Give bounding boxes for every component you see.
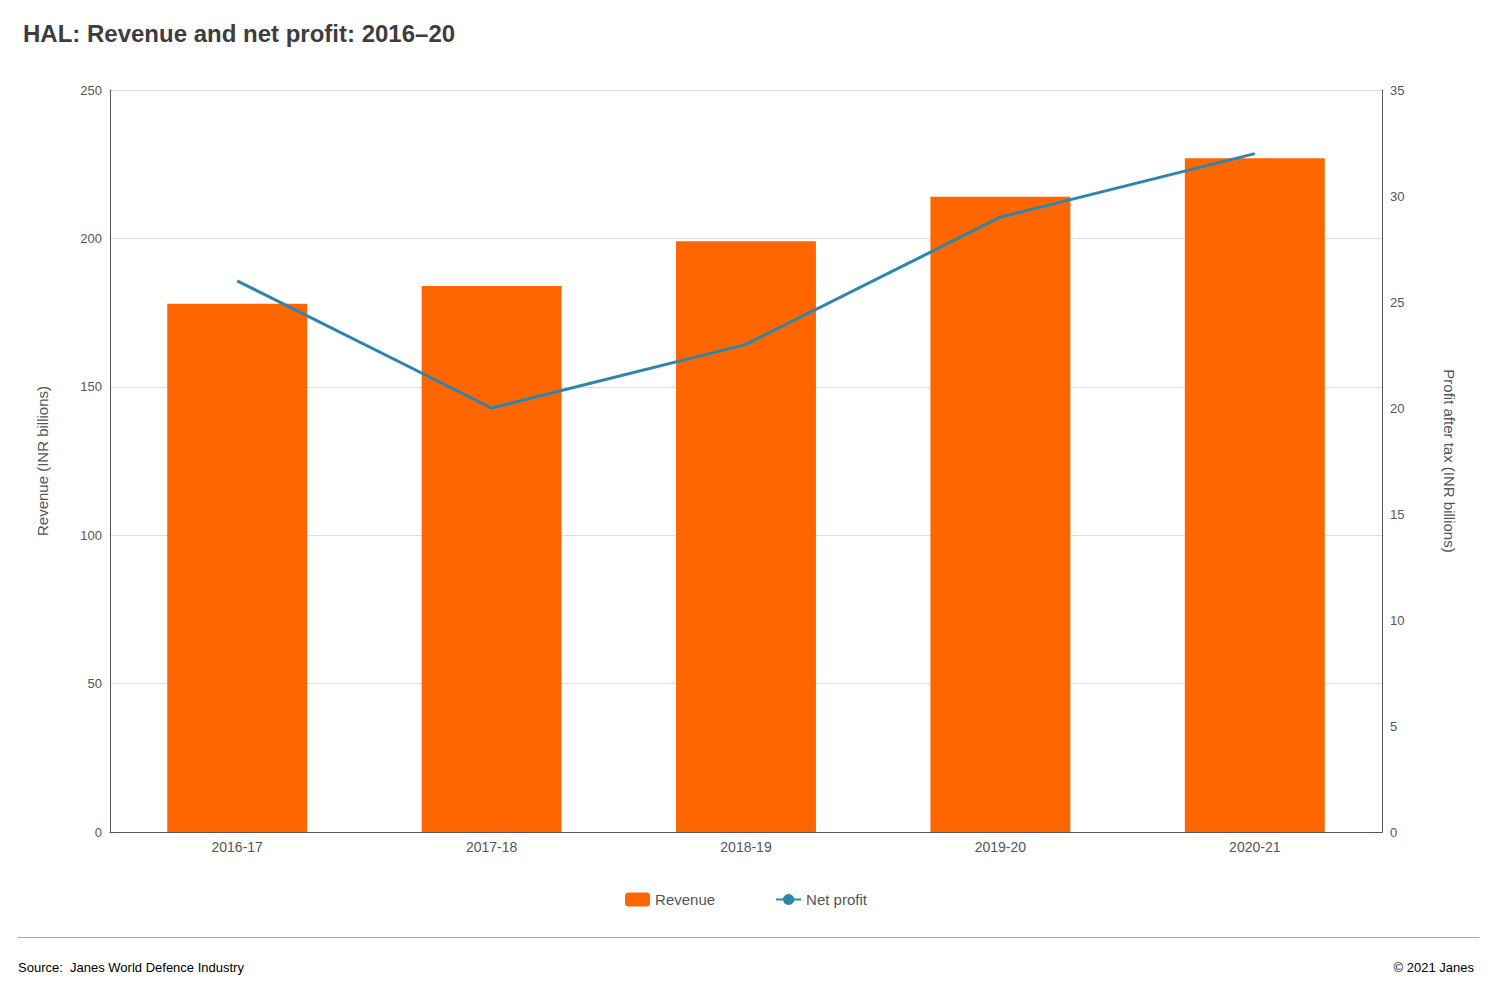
svg-text:Revenue: Revenue — [655, 891, 715, 908]
svg-text:Source: Janes World Defence I: Source: Janes World Defence Industry — [18, 960, 244, 975]
svg-text:150: 150 — [80, 379, 102, 394]
svg-text:2017-18: 2017-18 — [466, 839, 518, 855]
svg-text:100: 100 — [80, 528, 102, 543]
svg-text:20: 20 — [1390, 401, 1404, 416]
svg-text:Net profit: Net profit — [806, 891, 868, 908]
svg-text:HAL: Revenue and net profit: 2: HAL: Revenue and net profit: 2016–20 — [23, 20, 455, 47]
svg-text:10: 10 — [1390, 613, 1404, 628]
svg-text:35: 35 — [1390, 83, 1404, 98]
svg-text:30: 30 — [1390, 189, 1404, 204]
svg-text:Profit after tax (INR billions: Profit after tax (INR billions) — [1441, 369, 1458, 552]
svg-text:0: 0 — [95, 825, 102, 840]
svg-text:5: 5 — [1390, 719, 1397, 734]
svg-text:15: 15 — [1390, 507, 1404, 522]
svg-text:Revenue (INR billions): Revenue (INR billions) — [34, 386, 51, 536]
svg-text:25: 25 — [1390, 295, 1404, 310]
svg-text:© 2021 Janes: © 2021 Janes — [1394, 960, 1475, 975]
svg-text:200: 200 — [80, 231, 102, 246]
svg-text:2020-21: 2020-21 — [1229, 839, 1281, 855]
svg-text:50: 50 — [88, 676, 102, 691]
svg-text:250: 250 — [80, 83, 102, 98]
svg-text:2019-20: 2019-20 — [975, 839, 1027, 855]
svg-text:0: 0 — [1390, 825, 1397, 840]
svg-text:2018-19: 2018-19 — [720, 839, 772, 855]
svg-text:2016-17: 2016-17 — [212, 839, 264, 855]
